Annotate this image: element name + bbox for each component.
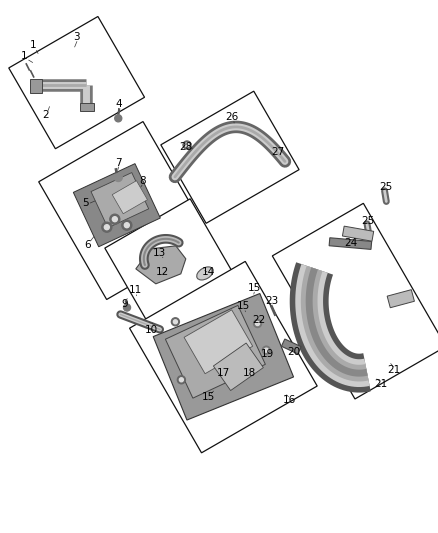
- Polygon shape: [166, 305, 265, 398]
- Polygon shape: [130, 261, 317, 453]
- Circle shape: [173, 320, 177, 324]
- Text: 1: 1: [29, 41, 36, 50]
- Text: 13: 13: [153, 248, 166, 258]
- Bar: [343, 226, 374, 241]
- Polygon shape: [73, 164, 160, 247]
- Circle shape: [171, 318, 180, 326]
- Text: 25: 25: [379, 182, 392, 191]
- Text: 11: 11: [129, 286, 142, 295]
- Circle shape: [104, 225, 110, 230]
- Circle shape: [177, 376, 185, 384]
- Polygon shape: [213, 343, 263, 391]
- Text: 28: 28: [180, 142, 193, 151]
- Text: 6: 6: [84, 240, 91, 250]
- Text: 12: 12: [155, 267, 169, 277]
- Text: 20: 20: [287, 347, 300, 357]
- Bar: [80, 103, 94, 111]
- Text: 5: 5: [82, 198, 89, 207]
- Text: 21: 21: [374, 379, 388, 389]
- Polygon shape: [105, 199, 237, 329]
- Text: 23: 23: [265, 296, 278, 306]
- Polygon shape: [184, 310, 253, 374]
- Text: 22: 22: [252, 315, 265, 325]
- Polygon shape: [112, 181, 148, 214]
- Polygon shape: [91, 173, 148, 228]
- Text: 24: 24: [344, 238, 357, 247]
- Text: 27: 27: [272, 147, 285, 157]
- Bar: [30, 78, 42, 93]
- Circle shape: [124, 223, 129, 228]
- Polygon shape: [272, 203, 438, 399]
- Text: 7: 7: [115, 158, 122, 167]
- Circle shape: [262, 346, 270, 354]
- Text: 10: 10: [145, 326, 158, 335]
- Text: 17: 17: [217, 368, 230, 378]
- Text: 26: 26: [226, 112, 239, 122]
- Polygon shape: [39, 122, 211, 300]
- Text: 3: 3: [73, 33, 80, 42]
- Bar: [387, 289, 414, 308]
- Text: 15: 15: [201, 392, 215, 402]
- Text: 25: 25: [361, 216, 374, 226]
- Circle shape: [185, 143, 189, 147]
- Polygon shape: [9, 17, 145, 149]
- Text: 1: 1: [21, 51, 28, 61]
- Circle shape: [180, 378, 184, 382]
- Text: 2: 2: [42, 110, 49, 119]
- Circle shape: [254, 319, 261, 328]
- Text: 16: 16: [283, 395, 296, 405]
- Circle shape: [183, 141, 191, 149]
- Text: 8: 8: [139, 176, 146, 186]
- Circle shape: [124, 304, 131, 311]
- Circle shape: [122, 220, 132, 230]
- Polygon shape: [161, 91, 299, 223]
- Circle shape: [255, 321, 260, 326]
- Text: 15: 15: [237, 302, 250, 311]
- Text: 14: 14: [201, 267, 215, 277]
- Text: 19: 19: [261, 350, 274, 359]
- Polygon shape: [282, 339, 301, 354]
- Text: 4: 4: [115, 99, 122, 109]
- Circle shape: [102, 222, 112, 232]
- Polygon shape: [329, 238, 372, 249]
- Text: 15: 15: [247, 283, 261, 293]
- Circle shape: [264, 348, 268, 352]
- Ellipse shape: [197, 267, 213, 280]
- Text: 18: 18: [243, 368, 256, 378]
- Text: 21: 21: [388, 366, 401, 375]
- Text: 9: 9: [121, 299, 128, 309]
- Polygon shape: [153, 294, 293, 420]
- Polygon shape: [136, 246, 186, 284]
- Circle shape: [112, 217, 117, 222]
- Circle shape: [114, 173, 122, 182]
- Circle shape: [110, 214, 120, 224]
- Circle shape: [115, 115, 122, 122]
